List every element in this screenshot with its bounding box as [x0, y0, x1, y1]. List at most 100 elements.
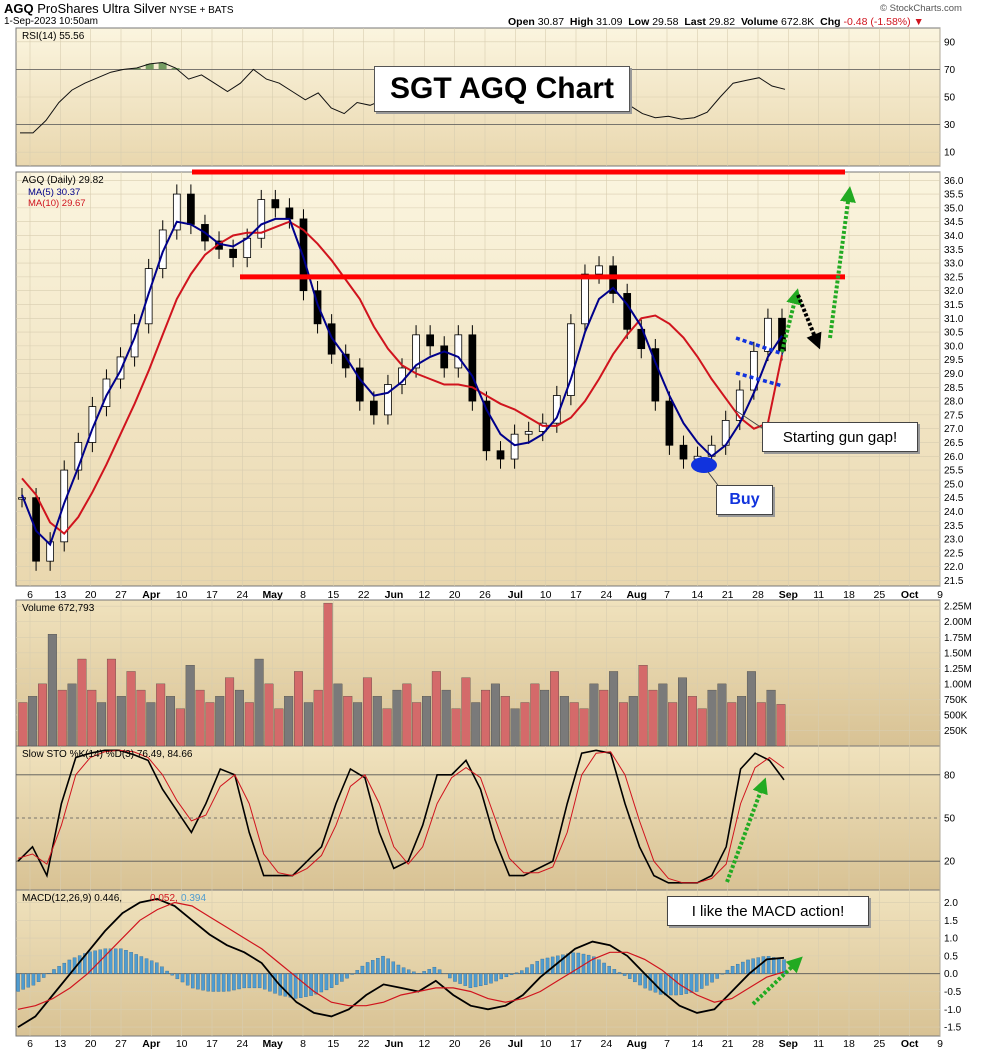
macd-histogram-bar: [175, 973, 180, 980]
volume-bar: [234, 689, 244, 747]
volume-y-tick-label: 2.00M: [944, 617, 972, 628]
volume-bar: [717, 683, 727, 747]
macd-histogram-bar: [484, 973, 488, 985]
macd-histogram-bar: [381, 955, 385, 974]
price-candle: [187, 193, 195, 225]
price-y-tick-label: 33.5: [944, 245, 964, 256]
macd-histogram-bar: [746, 959, 750, 974]
macd-histogram-bar: [432, 966, 437, 974]
price-candle: [749, 350, 758, 391]
price-y-tick-label: 32.0: [944, 286, 964, 297]
macd-histogram-bar: [376, 958, 380, 974]
price-x-tick-label: 27: [115, 589, 127, 601]
macd-histogram-bar: [134, 954, 138, 974]
macd-histogram-bar: [592, 956, 596, 974]
price-x-tick-label: 24: [600, 589, 612, 601]
price-candle: [18, 497, 26, 500]
macd-histogram-bar: [771, 957, 776, 974]
price-x-tick-label: 11: [813, 589, 824, 601]
volume-bar: [353, 702, 363, 747]
macd-histogram-bar: [283, 973, 288, 997]
price-x-tick-label: 20: [85, 589, 97, 601]
buy-marker: [691, 457, 717, 473]
macd-histogram-bar: [437, 969, 442, 974]
price-candle: [764, 317, 772, 352]
macd-histogram-bar: [149, 960, 154, 974]
macd-histogram-bar: [196, 973, 200, 990]
price-x-tick-label: 15: [327, 589, 339, 601]
macd-histogram-bar: [299, 973, 303, 998]
macd-histogram-bar: [705, 973, 709, 986]
volume-bar: [550, 671, 559, 747]
macd-histogram-bar: [561, 954, 565, 974]
price-candle: [172, 193, 181, 231]
macd-histogram-bar: [329, 973, 334, 988]
volume-bar: [451, 708, 461, 747]
macd-histogram-bar: [227, 973, 231, 992]
macd-histogram-bar: [715, 973, 719, 979]
macd-x-tick-label: 24: [236, 1038, 248, 1050]
volume-bar: [392, 689, 402, 747]
buy-callout: Buy: [729, 491, 760, 508]
macd-histogram-bar: [684, 973, 689, 994]
macd-x-tick-label: 21: [722, 1038, 734, 1050]
price-candle: [313, 290, 322, 325]
macd-histogram-bar: [406, 969, 411, 974]
price-candle: [426, 334, 435, 347]
ma10-line: [21, 220, 783, 535]
volume-bar: [156, 683, 166, 747]
price-y-tick-label: 34.0: [944, 231, 964, 242]
macd-y-tick-label: 2.0: [944, 898, 958, 909]
price-candle: [130, 323, 139, 358]
macd-histogram-bar: [777, 958, 781, 974]
macd-histogram-bar: [237, 973, 241, 990]
price-x-tick-label: 25: [873, 589, 885, 601]
volume-bar: [569, 702, 579, 747]
macd-histogram-bar: [766, 956, 771, 974]
volume-bar: [333, 683, 343, 747]
macd-x-tick-label: 10: [540, 1038, 552, 1050]
gap-channel-lower: [735, 371, 784, 388]
price-x-tick-label: 21: [722, 589, 734, 601]
volume-bar: [215, 696, 225, 747]
macd-histogram-bar: [144, 958, 149, 974]
volume-bar: [618, 702, 628, 747]
macd-x-tick-label: 12: [418, 1038, 430, 1050]
macd-histogram-bar: [83, 953, 87, 974]
macd-x-tick-label: 14: [691, 1038, 703, 1050]
macd-histogram-bar: [113, 948, 118, 974]
macd-histogram-bar: [67, 959, 72, 974]
volume-bar: [303, 702, 313, 747]
chart-title: SGT AGQ Chart: [390, 72, 614, 105]
macd-histogram-bar: [396, 964, 401, 974]
price-x-tick-label: 17: [206, 589, 218, 601]
stochastic-legend: Slow STO %K(14) %D(3) 76.49, 84.66: [22, 749, 193, 760]
macd-histogram-bar: [530, 964, 534, 974]
macd-histogram-bar: [658, 973, 663, 995]
macd-histogram-bar: [334, 973, 339, 985]
macd-x-tick-label: 11: [813, 1038, 824, 1050]
price-x-tick-label: 13: [54, 589, 66, 601]
price-x-tick-label: 6: [27, 589, 33, 601]
macd-signal-legend: 0.052,: [150, 893, 178, 904]
macd-histogram-bar: [735, 963, 740, 974]
price-y-tick-label: 28.5: [944, 383, 964, 394]
macd-histogram-bar: [26, 973, 31, 988]
price-x-tick-label: Apr: [142, 589, 160, 601]
price-x-tick-label: 28: [752, 589, 764, 601]
macd-histogram-bar: [139, 956, 144, 974]
macd-histogram-bar: [689, 973, 694, 993]
volume-bar: [510, 708, 520, 747]
price-y-tick-label: 24.0: [944, 507, 964, 518]
macd-histogram-bar: [617, 972, 622, 974]
low-value: 29.58: [652, 16, 679, 28]
volume-bar: [746, 671, 756, 747]
price-candle: [412, 334, 420, 369]
macd-x-tick-label: 26: [479, 1038, 491, 1050]
volume-y-tick-label: 1.50M: [944, 648, 972, 659]
high-label: High: [569, 16, 594, 28]
macd-x-tick-label: 9: [937, 1038, 943, 1050]
macd-legend: MACD(12,26,9) 0.446,: [22, 893, 122, 904]
macd-histogram-bar: [16, 973, 20, 992]
price-candle: [567, 323, 575, 396]
